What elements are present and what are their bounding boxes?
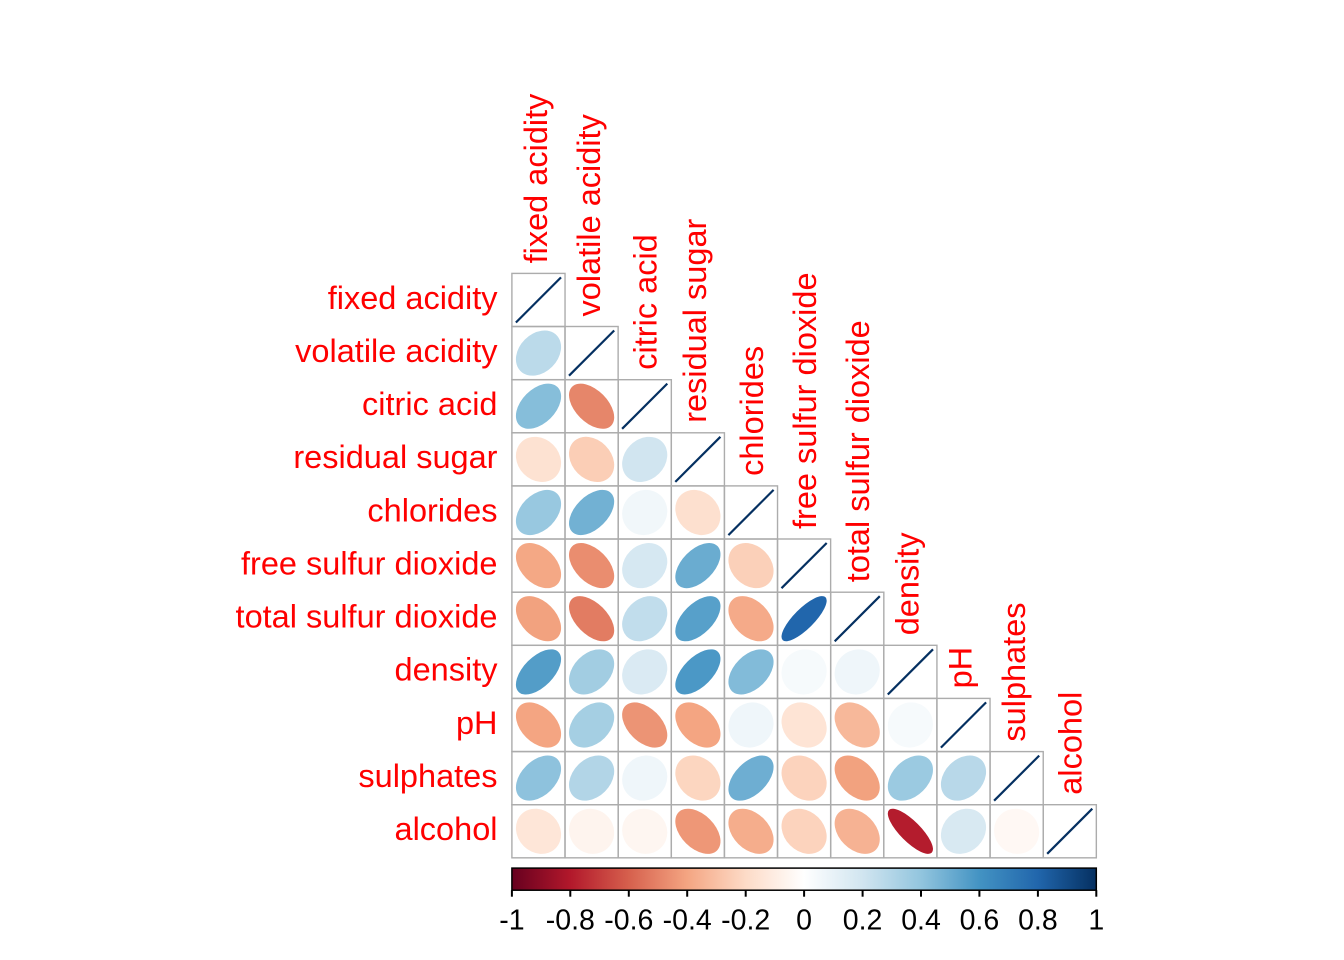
svg-text:sulphates: sulphates [996, 602, 1032, 741]
svg-text:density: density [890, 532, 926, 636]
svg-text:citric acid: citric acid [627, 234, 663, 369]
svg-text:0: 0 [796, 905, 812, 937]
svg-text:total sulfur dioxide: total sulfur dioxide [236, 599, 498, 635]
svg-text:residual sugar: residual sugar [293, 439, 497, 475]
svg-text:volatile acidity: volatile acidity [295, 333, 498, 369]
svg-text:density: density [395, 652, 499, 688]
svg-text:1: 1 [1088, 905, 1104, 937]
svg-text:0.2: 0.2 [843, 905, 883, 937]
svg-text:volatile acidity: volatile acidity [571, 113, 607, 316]
svg-text:alcohol: alcohol [1053, 692, 1089, 795]
svg-text:-0.4: -0.4 [663, 905, 712, 937]
svg-text:-1: -1 [499, 905, 524, 937]
svg-text:alcohol: alcohol [395, 811, 498, 847]
svg-text:0.4: 0.4 [901, 905, 941, 937]
svg-text:-0.6: -0.6 [604, 905, 653, 937]
svg-text:-0.2: -0.2 [721, 905, 770, 937]
svg-text:fixed acidity: fixed acidity [328, 280, 499, 316]
svg-text:residual sugar: residual sugar [677, 218, 713, 422]
svg-text:total sulfur dioxide: total sulfur dioxide [840, 320, 876, 582]
svg-text:sulphates: sulphates [358, 758, 497, 794]
svg-text:free sulfur dioxide: free sulfur dioxide [241, 545, 498, 581]
svg-text:chlorides: chlorides [367, 492, 497, 528]
svg-text:0.6: 0.6 [960, 905, 1000, 937]
svg-text:fixed acidity: fixed acidity [518, 93, 554, 264]
svg-text:chlorides: chlorides [734, 346, 770, 476]
svg-text:-0.8: -0.8 [546, 905, 595, 937]
svg-text:pH: pH [943, 647, 979, 689]
svg-text:0.8: 0.8 [1018, 905, 1058, 937]
svg-text:free sulfur dioxide: free sulfur dioxide [787, 272, 823, 529]
svg-text:pH: pH [456, 705, 498, 741]
svg-text:citric acid: citric acid [362, 386, 497, 422]
